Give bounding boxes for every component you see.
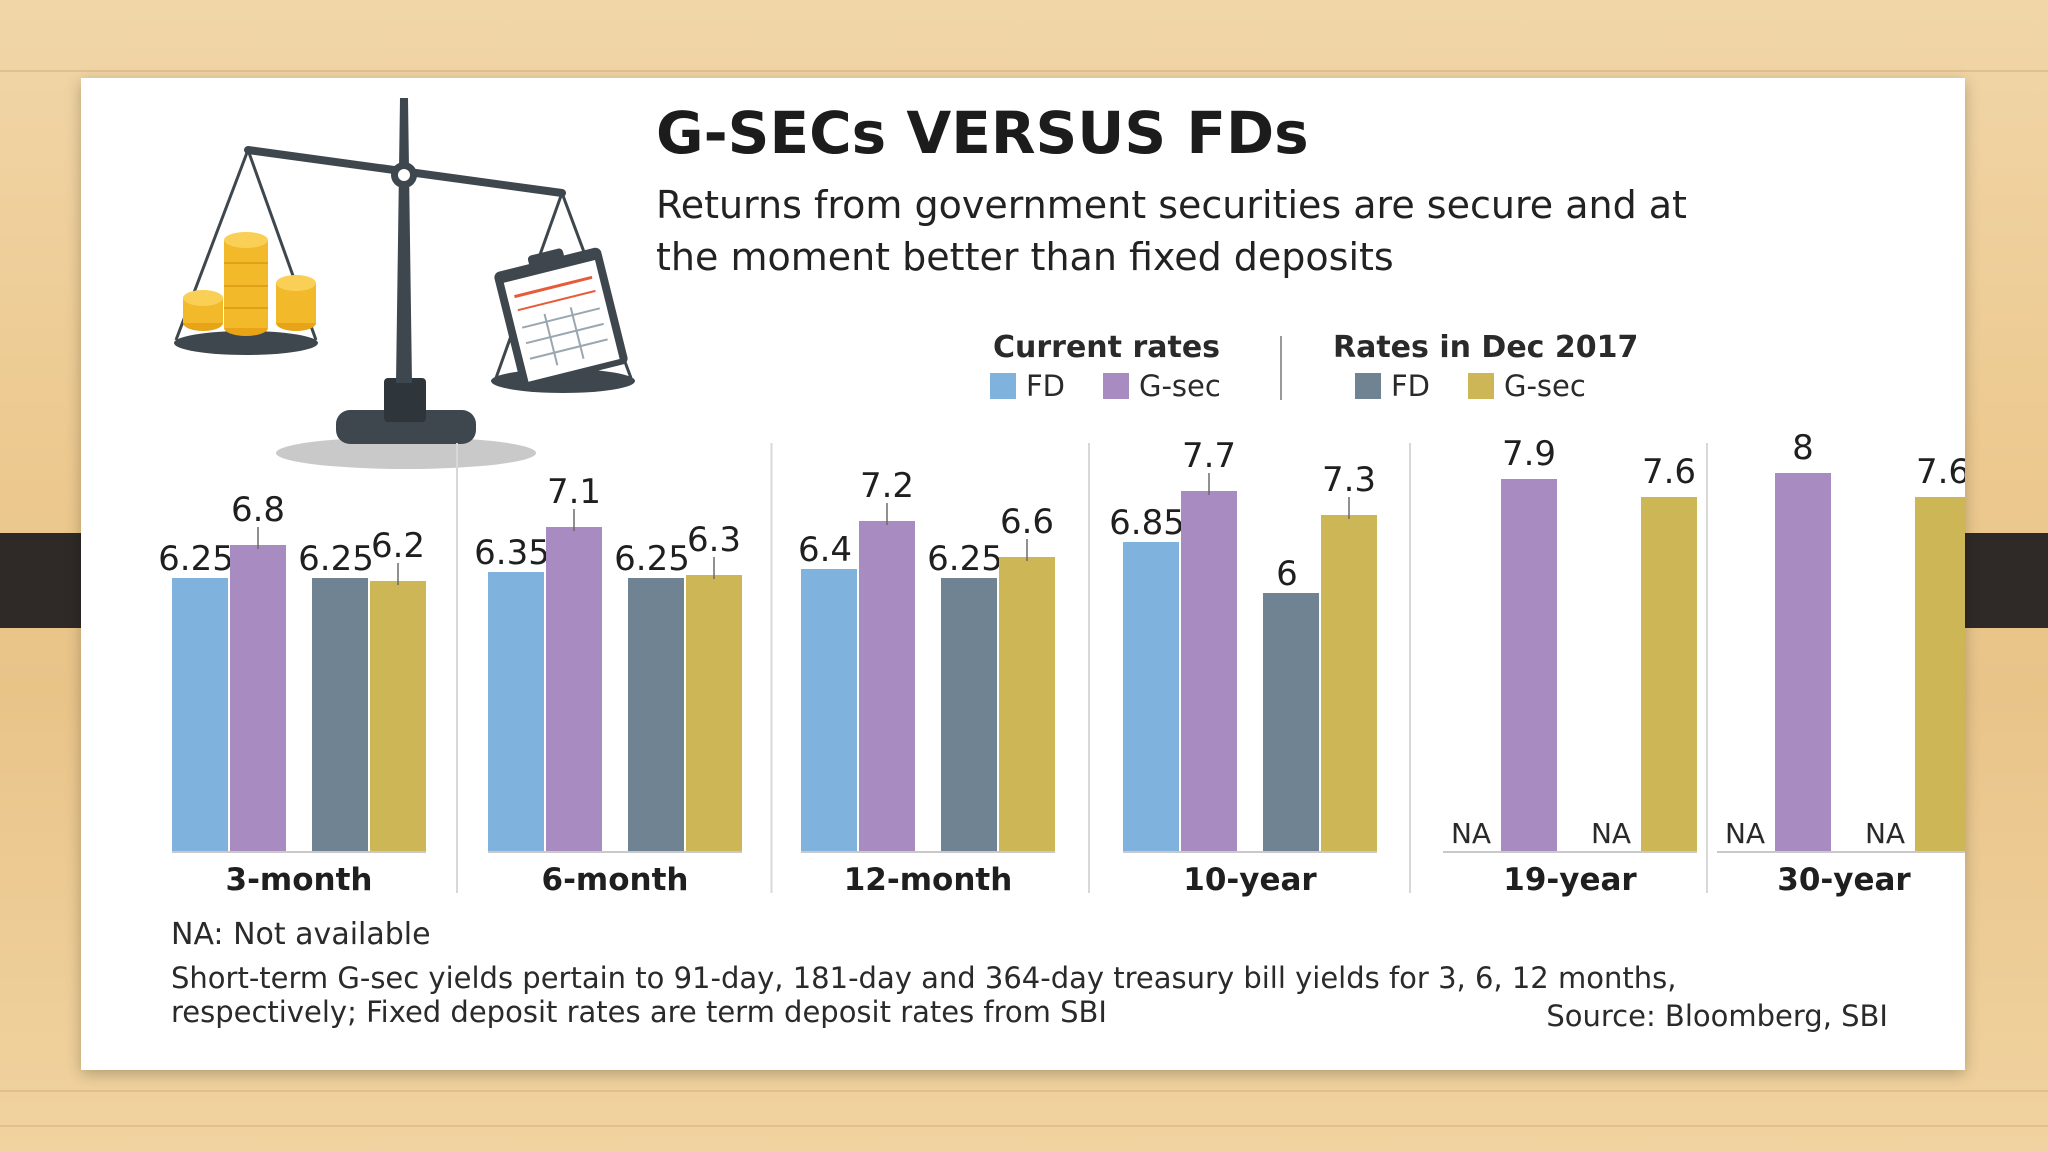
chart-subtitle-line1: Returns from government securities are s… — [656, 183, 1687, 227]
data-label-6-month-rates-in-dec-2017-fd: 6.25 — [614, 539, 690, 579]
legend-swatch-current-gsec — [1103, 373, 1129, 399]
data-label-12-month-rates-in-dec-2017-g-sec: 6.6 — [1000, 502, 1054, 542]
bar-6-month-rates-in-dec-2017-fd — [628, 578, 684, 851]
category-label-12-month: 12-month — [844, 862, 1013, 898]
data-label-3-month-current-rates-g-sec: 6.8 — [231, 490, 285, 530]
legend-swatch-current-fd — [990, 373, 1016, 399]
data-label-10-year-rates-in-dec-2017-fd: 6 — [1276, 554, 1298, 594]
bar-12-month-current-rates-fd — [801, 569, 857, 851]
bar-10-year-current-rates-g-sec — [1181, 491, 1237, 851]
legend-label-current-fd: FD — [1026, 369, 1065, 403]
bar-6-month-rates-in-dec-2017-g-sec — [686, 575, 742, 851]
data-label-10-year-rates-in-dec-2017-g-sec: 7.3 — [1322, 460, 1376, 500]
legend-swatch-dec2017-gsec — [1468, 373, 1494, 399]
bar-6-month-current-rates-fd — [488, 572, 544, 851]
clipboard-icon — [494, 247, 628, 389]
bar-10-year-rates-in-dec-2017-g-sec — [1321, 515, 1377, 851]
bar-30-year-current-rates-g-sec — [1775, 473, 1831, 851]
na-note: NA: Not available — [171, 917, 431, 952]
bar-12-month-rates-in-dec-2017-fd — [941, 578, 997, 851]
data-label-12-month-current-rates-g-sec: 7.2 — [860, 466, 914, 506]
legend-label-dec2017-gsec: G-sec — [1504, 369, 1586, 403]
legend-group-title-current: Current rates — [993, 330, 1220, 365]
right-dark-strip — [1958, 533, 2048, 628]
category-label-30-year: 30-year — [1777, 862, 1911, 898]
bar-19-year-rates-in-dec-2017-g-sec — [1641, 497, 1697, 851]
data-label-19-year-rates-in-dec-2017-fd: NA — [1591, 817, 1631, 850]
data-label-10-year-current-rates-g-sec: 7.7 — [1182, 436, 1236, 476]
data-label-6-month-current-rates-g-sec: 7.1 — [547, 472, 601, 512]
chart-canvas: G-SECs VERSUS FDs Returns from governmen… — [158, 98, 1965, 1033]
bar-3-month-current-rates-fd — [172, 578, 228, 851]
category-label-6-month: 6-month — [542, 862, 689, 898]
legend: Current rates FD G-sec Rates in Dec 2017… — [990, 330, 1638, 403]
balance-scale-illustration — [174, 98, 635, 469]
data-label-30-year-current-rates-fd: NA — [1725, 817, 1765, 850]
chart-subtitle-line2: the moment better than fixed deposits — [656, 235, 1394, 279]
bar-3-month-rates-in-dec-2017-fd — [312, 578, 368, 851]
bar-10-year-current-rates-fd — [1123, 542, 1179, 851]
category-label-19-year: 19-year — [1503, 862, 1637, 898]
bar-30-year-rates-in-dec-2017-g-sec — [1915, 497, 1965, 851]
gold-coins-icon — [183, 232, 316, 336]
data-label-12-month-current-rates-fd: 6.4 — [798, 530, 852, 570]
bar-12-month-rates-in-dec-2017-g-sec — [999, 557, 1055, 851]
data-label-30-year-rates-in-dec-2017-fd: NA — [1865, 817, 1905, 850]
data-label-19-year-current-rates-g-sec: 7.9 — [1502, 434, 1556, 474]
data-label-19-year-current-rates-fd: NA — [1451, 817, 1491, 850]
bar-3-month-current-rates-g-sec — [230, 545, 286, 851]
footnote-line1: Short-term G-sec yields pertain to 91-da… — [171, 961, 1676, 995]
data-label-30-year-rates-in-dec-2017-g-sec: 7.6 — [1916, 452, 1965, 492]
data-label-6-month-current-rates-fd: 6.35 — [474, 533, 550, 573]
footnote-line2: respectively; Fixed deposit rates are te… — [171, 995, 1107, 1029]
bar-19-year-current-rates-g-sec — [1501, 479, 1557, 851]
category-label-10-year: 10-year — [1183, 862, 1317, 898]
data-label-19-year-rates-in-dec-2017-g-sec: 7.6 — [1642, 452, 1696, 492]
bar-12-month-current-rates-g-sec — [859, 521, 915, 851]
category-label-3-month: 3-month — [226, 862, 373, 898]
plot-area: 6.256.86.256.23-month6.357.16.256.36-mon… — [158, 428, 1965, 898]
chart-title: G-SECs VERSUS FDs — [656, 99, 1309, 167]
legend-label-current-gsec: G-sec — [1139, 369, 1221, 403]
legend-swatch-dec2017-fd — [1355, 373, 1381, 399]
legend-label-dec2017-fd: FD — [1391, 369, 1430, 403]
infographic-card: G-SECs VERSUS FDs Returns from governmen… — [81, 78, 1965, 1070]
data-label-6-month-rates-in-dec-2017-g-sec: 6.3 — [687, 520, 741, 560]
bar-10-year-rates-in-dec-2017-fd — [1263, 593, 1319, 851]
data-label-30-year-current-rates-g-sec: 8 — [1792, 428, 1814, 468]
bar-3-month-rates-in-dec-2017-g-sec — [370, 581, 426, 851]
bar-6-month-current-rates-g-sec — [546, 527, 602, 851]
data-label-3-month-rates-in-dec-2017-fd: 6.25 — [298, 539, 374, 579]
data-label-3-month-current-rates-fd: 6.25 — [158, 539, 234, 579]
legend-group-title-dec2017: Rates in Dec 2017 — [1333, 330, 1638, 365]
data-label-12-month-rates-in-dec-2017-fd: 6.25 — [927, 539, 1003, 579]
data-label-10-year-current-rates-fd: 6.85 — [1109, 503, 1185, 543]
data-label-3-month-rates-in-dec-2017-g-sec: 6.2 — [371, 526, 425, 566]
source-note: Source: Bloomberg, SBI — [1546, 999, 1888, 1033]
